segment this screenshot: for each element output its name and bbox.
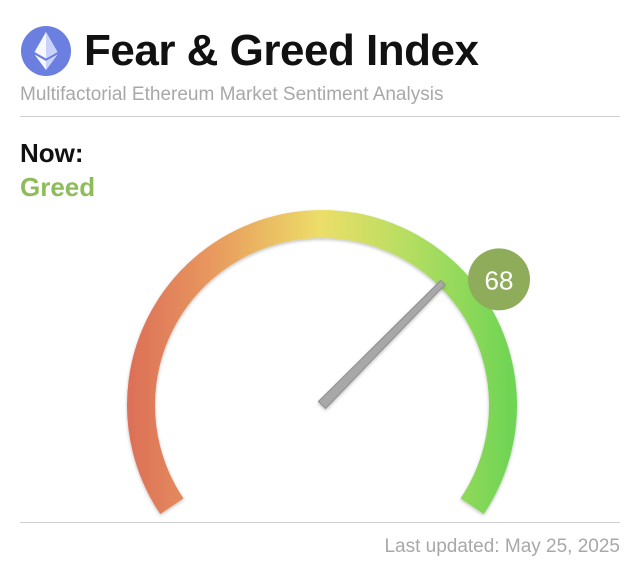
page-subtitle: Multifactorial Ethereum Market Sentiment… xyxy=(20,84,444,105)
value-badge xyxy=(468,248,530,311)
value-badge-text: 68 xyxy=(485,265,514,295)
gauge-arc xyxy=(127,210,517,514)
now-label: Now: xyxy=(20,138,84,168)
gauge-needle xyxy=(317,280,446,409)
header: Fear & Greed Index xyxy=(20,22,479,80)
last-updated: Last updated: May 25, 2025 xyxy=(384,536,620,557)
page-title: Fear & Greed Index xyxy=(84,26,479,75)
ethereum-icon xyxy=(21,26,71,76)
bottom-divider xyxy=(20,522,620,523)
top-divider xyxy=(20,116,620,117)
sentiment-classification: Greed xyxy=(20,172,96,202)
